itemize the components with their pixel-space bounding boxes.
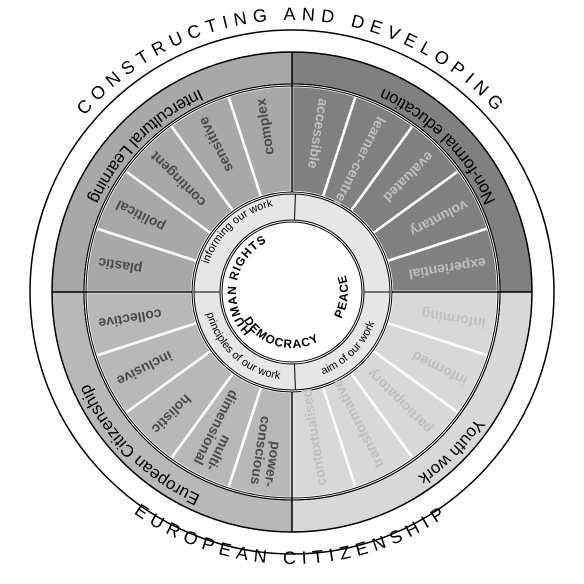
circular-diagram: CONSTRUCTING AND DEVELOPINGEUROPEAN CITI… (0, 0, 584, 584)
